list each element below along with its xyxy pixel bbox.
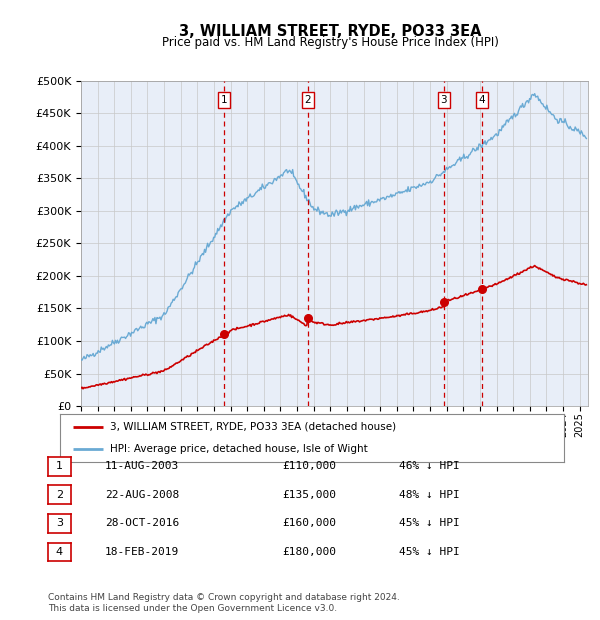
Text: 4: 4	[56, 547, 63, 557]
Text: 46% ↓ HPI: 46% ↓ HPI	[399, 461, 460, 471]
Text: 2: 2	[56, 490, 63, 500]
Text: 3, WILLIAM STREET, RYDE, PO33 3EA (detached house): 3, WILLIAM STREET, RYDE, PO33 3EA (detac…	[110, 422, 397, 432]
Text: 45% ↓ HPI: 45% ↓ HPI	[399, 547, 460, 557]
Text: 1: 1	[221, 95, 227, 105]
Text: 3: 3	[440, 95, 447, 105]
Text: 3, WILLIAM STREET, RYDE, PO33 3EA: 3, WILLIAM STREET, RYDE, PO33 3EA	[179, 24, 481, 38]
Text: £160,000: £160,000	[282, 518, 336, 528]
Text: £110,000: £110,000	[282, 461, 336, 471]
Text: 2: 2	[304, 95, 311, 105]
Text: 1: 1	[56, 461, 63, 471]
Text: 22-AUG-2008: 22-AUG-2008	[105, 490, 179, 500]
Text: 3: 3	[56, 518, 63, 528]
Text: 11-AUG-2003: 11-AUG-2003	[105, 461, 179, 471]
Text: 45% ↓ HPI: 45% ↓ HPI	[399, 518, 460, 528]
Text: £135,000: £135,000	[282, 490, 336, 500]
Text: Contains HM Land Registry data © Crown copyright and database right 2024.
This d: Contains HM Land Registry data © Crown c…	[48, 593, 400, 613]
Text: 18-FEB-2019: 18-FEB-2019	[105, 547, 179, 557]
Text: £180,000: £180,000	[282, 547, 336, 557]
Text: 48% ↓ HPI: 48% ↓ HPI	[399, 490, 460, 500]
Text: 28-OCT-2016: 28-OCT-2016	[105, 518, 179, 528]
Text: HPI: Average price, detached house, Isle of Wight: HPI: Average price, detached house, Isle…	[110, 444, 368, 454]
Text: Price paid vs. HM Land Registry's House Price Index (HPI): Price paid vs. HM Land Registry's House …	[161, 36, 499, 49]
Text: 4: 4	[479, 95, 485, 105]
